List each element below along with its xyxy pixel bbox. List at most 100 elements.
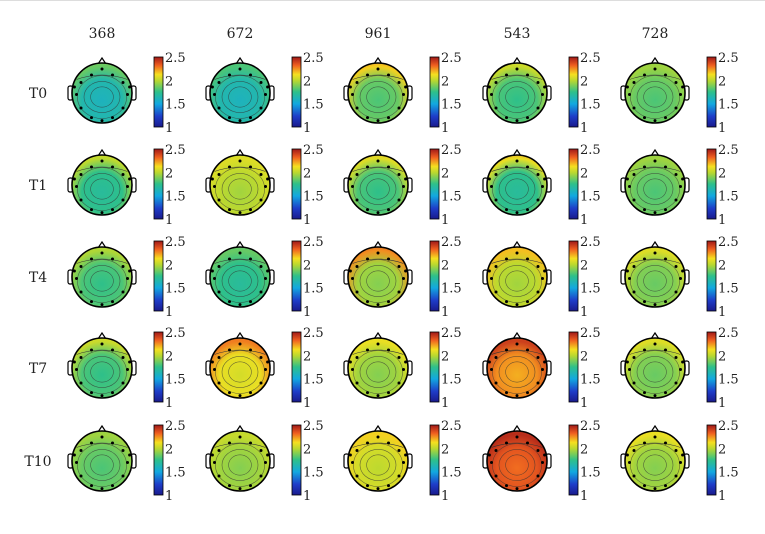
electrode-marker bbox=[543, 177, 547, 181]
electrode-marker bbox=[494, 381, 498, 385]
electrode-marker bbox=[121, 356, 125, 359]
contour-line bbox=[228, 86, 252, 108]
electrode-marker bbox=[664, 165, 667, 169]
electrode-marker bbox=[664, 257, 667, 261]
contour-line bbox=[221, 356, 259, 388]
contour-line bbox=[492, 75, 542, 119]
colorbar-tick-label: 1.5 bbox=[165, 98, 186, 113]
electrode-marker bbox=[249, 73, 252, 77]
contour-line bbox=[505, 86, 529, 108]
colorbar-tick-label: 2 bbox=[718, 442, 726, 457]
colorbar-tick-label: 1 bbox=[580, 121, 588, 136]
head-map bbox=[209, 62, 271, 124]
electrode-marker bbox=[128, 85, 132, 89]
colorbar-tick-label: 2 bbox=[303, 349, 311, 364]
electrode-marker bbox=[217, 265, 221, 268]
contour-line bbox=[352, 74, 404, 80]
electrode-marker bbox=[402, 93, 405, 96]
electrode-marker bbox=[355, 381, 359, 385]
electrode-marker bbox=[505, 348, 508, 352]
electrode-marker bbox=[355, 265, 359, 268]
head-map bbox=[624, 62, 686, 124]
electrode-marker bbox=[397, 474, 401, 478]
electrode-marker bbox=[351, 368, 354, 371]
electrode-marker bbox=[351, 277, 354, 280]
colorbar-tick-label: 1.5 bbox=[441, 190, 462, 205]
electrode-marker bbox=[90, 257, 93, 261]
colorbar-tick-label: 2 bbox=[580, 442, 588, 457]
electrode-marker bbox=[228, 208, 231, 212]
contour-line bbox=[492, 350, 542, 394]
contour-line bbox=[366, 270, 390, 292]
electrode-marker bbox=[681, 269, 685, 273]
electrode-marker bbox=[348, 269, 352, 273]
electrode-marker bbox=[79, 81, 83, 84]
colorbar bbox=[153, 424, 164, 496]
colorbar-tick-label: 1.5 bbox=[303, 190, 324, 205]
contour-line bbox=[630, 167, 680, 211]
colorbar-tick-label: 1.5 bbox=[718, 98, 739, 113]
electrode-marker bbox=[126, 368, 129, 371]
contour-line bbox=[228, 270, 252, 292]
electrode-marker bbox=[526, 73, 529, 77]
electrode-marker bbox=[90, 484, 93, 488]
electrode-marker bbox=[643, 300, 646, 304]
electrode-marker bbox=[536, 265, 540, 268]
electrode-marker bbox=[681, 85, 685, 89]
electrode-marker bbox=[266, 177, 270, 181]
electrode-marker bbox=[249, 116, 252, 120]
electrode-marker bbox=[210, 453, 214, 457]
topomap-T1-368: 2.5 2 1.5 1 bbox=[67, 143, 186, 228]
electrode-marker bbox=[249, 257, 252, 261]
contour-line bbox=[636, 356, 674, 388]
head-map bbox=[347, 337, 409, 399]
electrode-marker bbox=[490, 461, 493, 464]
electrode-marker bbox=[674, 81, 678, 84]
electrode-marker bbox=[121, 81, 125, 84]
electrode-marker bbox=[674, 356, 678, 359]
electrode-marker bbox=[387, 208, 390, 212]
contour-line bbox=[352, 442, 404, 448]
electrode-marker bbox=[128, 177, 132, 181]
colorbar-tick-label: 1.5 bbox=[718, 282, 739, 297]
electrode-marker bbox=[643, 348, 646, 352]
contour-line bbox=[83, 356, 121, 388]
electrode-marker bbox=[387, 73, 390, 77]
electrode-marker bbox=[402, 368, 405, 371]
electrode-marker bbox=[505, 116, 508, 120]
electrode-marker bbox=[632, 356, 636, 359]
electrode-marker bbox=[217, 474, 221, 478]
contour-line bbox=[215, 259, 265, 303]
electrode-marker bbox=[679, 461, 682, 464]
electrode-marker bbox=[376, 67, 380, 71]
electrode-marker bbox=[90, 441, 93, 445]
electrode-marker bbox=[681, 177, 685, 181]
electrode-marker bbox=[238, 251, 242, 255]
electrode-marker bbox=[541, 277, 544, 280]
colorbar-tick-label: 2 bbox=[580, 166, 588, 181]
electrode-marker bbox=[515, 394, 519, 398]
electrode-marker bbox=[90, 73, 93, 77]
electrode-marker bbox=[487, 360, 491, 364]
electrode-marker bbox=[228, 257, 231, 261]
colorbar-tick-label: 1 bbox=[718, 489, 726, 504]
electrode-marker bbox=[681, 360, 685, 364]
colorbar bbox=[153, 240, 164, 312]
colorbar-tick-label: 2.5 bbox=[580, 51, 601, 66]
electrode-marker bbox=[100, 487, 104, 491]
electrode-marker bbox=[664, 391, 667, 395]
colorbar-tick-label: 1 bbox=[718, 305, 726, 320]
electrode-marker bbox=[397, 265, 401, 268]
colorbar-tick-label: 1.5 bbox=[580, 466, 601, 481]
electrode-marker bbox=[126, 185, 129, 188]
colorbar bbox=[706, 331, 717, 403]
colorbar bbox=[429, 240, 440, 312]
colorbar-tick-label: 2.5 bbox=[580, 143, 601, 158]
electrode-marker bbox=[266, 360, 270, 364]
electrode-marker bbox=[213, 185, 216, 188]
electrode-marker bbox=[625, 177, 629, 181]
electrode-marker bbox=[355, 449, 359, 452]
electrode-marker bbox=[355, 106, 359, 110]
colorbar-tick-label: 1 bbox=[441, 213, 449, 228]
head-map bbox=[209, 154, 271, 216]
